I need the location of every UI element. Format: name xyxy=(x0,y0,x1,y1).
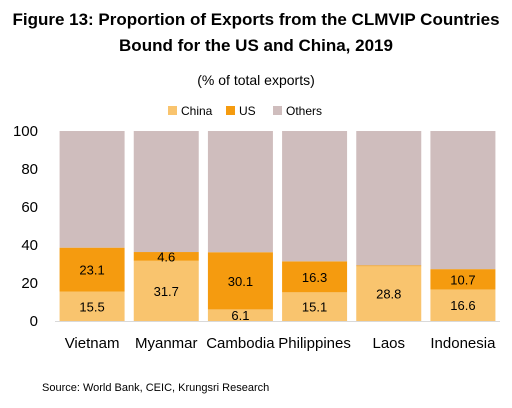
y-tick-label: 100 xyxy=(13,123,38,140)
y-tick-label: 40 xyxy=(21,237,38,254)
x-tick-label-cambodia: Cambodia xyxy=(206,335,275,352)
bar-us-cambodia xyxy=(207,252,273,310)
bar-others-cambodia xyxy=(207,131,273,253)
bar-china-cambodia xyxy=(207,309,273,321)
data-label-us-indonesia: 10.7 xyxy=(450,272,475,287)
legend-label-us: US xyxy=(239,104,256,118)
bar-us-laos xyxy=(356,265,422,267)
data-label-us-vietnam: 23.1 xyxy=(79,263,104,278)
data-label-china-laos: 28.8 xyxy=(376,287,401,302)
data-label-us-philippines: 16.3 xyxy=(302,270,327,285)
chart-title-line-2: Bound for the US and China, 2019 xyxy=(119,36,393,55)
bar-us-philippines xyxy=(282,261,348,293)
bar-others-philippines xyxy=(282,131,348,262)
legend-label-china: China xyxy=(181,104,213,118)
source-note: Source: World Bank, CEIC, Krungsri Resea… xyxy=(42,382,270,394)
y-tick-label: 60 xyxy=(21,199,38,216)
x-tick-label-philippines: Philippines xyxy=(278,335,351,352)
bar-us-indonesia xyxy=(430,269,496,290)
bar-others-vietnam xyxy=(59,131,125,248)
x-tick-label-indonesia: Indonesia xyxy=(430,335,496,352)
data-label-us-myanmar: 4.6 xyxy=(157,249,175,264)
data-label-us-cambodia: 30.1 xyxy=(228,274,253,289)
legend-label-others: Others xyxy=(286,104,322,118)
bar-others-laos xyxy=(356,131,422,266)
bar-us-myanmar xyxy=(133,252,199,261)
bar-others-indonesia xyxy=(430,131,496,270)
data-label-china-vietnam: 15.5 xyxy=(79,299,104,314)
bar-china-myanmar xyxy=(133,260,199,321)
bar-others-myanmar xyxy=(133,131,199,253)
bar-china-philippines xyxy=(282,292,348,321)
stacked-bar-chart: China US Others 0 20 40 60 80 100 15.5 23.1 Vietnam… xyxy=(13,104,500,352)
x-tick-label-myanmar: Myanmar xyxy=(135,335,198,352)
data-label-china-cambodia: 6.1 xyxy=(231,308,249,323)
bar-china-laos xyxy=(356,266,422,321)
legend-swatch-us xyxy=(226,106,235,115)
legend-swatch-others xyxy=(273,106,282,115)
bar-china-indonesia xyxy=(430,289,496,321)
y-tick-label: 0 xyxy=(30,313,38,330)
data-label-china-indonesia: 16.6 xyxy=(450,298,475,313)
x-tick-label-vietnam: Vietnam xyxy=(65,335,120,352)
bar-china-vietnam xyxy=(59,291,125,321)
y-tick-label: 20 xyxy=(21,275,38,292)
data-label-china-philippines: 15.1 xyxy=(302,300,327,315)
legend-swatch-china xyxy=(168,106,177,115)
chart-title-line-1: Figure 13: Proportion of Exports from th… xyxy=(12,10,500,29)
y-tick-label: 80 xyxy=(21,161,38,178)
data-label-china-myanmar: 31.7 xyxy=(154,284,179,299)
bar-us-vietnam xyxy=(59,247,125,292)
chart-subtitle: (% of total exports) xyxy=(197,72,315,88)
x-tick-label-laos: Laos xyxy=(372,335,405,352)
